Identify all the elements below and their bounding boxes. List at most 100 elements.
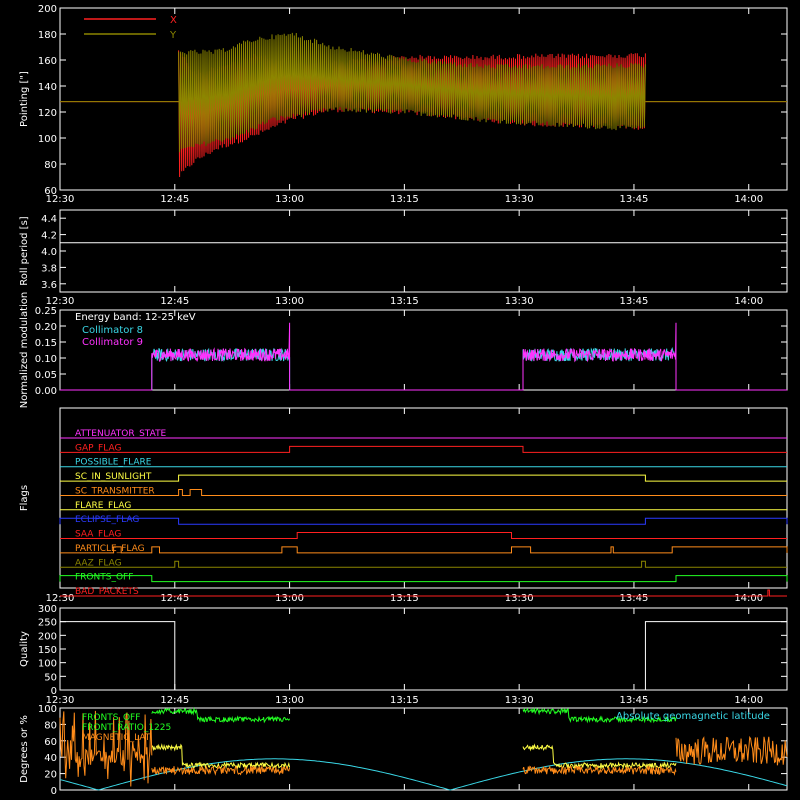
y-tick-label: 0.20 [35, 322, 57, 333]
series-magnetic-lat-noise [59, 710, 788, 787]
flag-label: ATTENUATOR_STATE [75, 429, 167, 439]
x-tick-label: 13:00 [275, 593, 304, 604]
flag-label: FLARE_FLAG [75, 501, 131, 511]
flag-label: SC_IN_SUNLIGHT [75, 472, 152, 482]
x-tick-label: 13:15 [390, 296, 419, 307]
panel-frame [59, 707, 788, 791]
x-tick-label: 12:30 [46, 593, 75, 604]
y-axis-label: Flags [19, 485, 30, 511]
x-tick-label: 13:45 [620, 593, 649, 604]
y-tick-label: 180 [38, 30, 57, 41]
x-tick-label: 13:45 [620, 695, 649, 706]
panel-roll: 12:30 12:45 13:00 13:15 13:30 13:45 14:00 3.6 3.… [19, 209, 788, 307]
y-axis-label: Normalized modulation [19, 292, 30, 409]
panel-pointing: 12:30 12:45 13:00 13:15 13:30 13:45 14:00 60 80 1… [19, 4, 788, 205]
flag-label: ECLIPSE_FLAG [75, 515, 139, 525]
x-tick-label: 12:30 [46, 695, 75, 706]
flag-line-gap_flag [60, 445, 787, 453]
x-tick-label: 13:30 [505, 593, 534, 604]
panel-frame [59, 7, 788, 191]
y-tick-label: 120 [38, 108, 57, 119]
series-Collimator 9 [60, 322, 787, 391]
x-tick-label: 13:00 [275, 194, 304, 205]
x-tick-label: 12:30 [46, 296, 75, 307]
y-tick-label: 100 [38, 134, 57, 145]
x-tick-label: 13:45 [620, 296, 649, 307]
x-tick-label: 12:45 [160, 695, 189, 706]
flag-label: POSSIBLE_FLARE [75, 458, 152, 468]
x-tick-label: 13:00 [275, 296, 304, 307]
panel-modulation: 0.00 0.05 0.10 0.15 0.20 0.25 Normalized modul… [19, 292, 788, 409]
legend-label: X [170, 15, 177, 26]
y-tick-label: 60 [44, 737, 57, 748]
y-tick-label: 100 [38, 704, 57, 715]
y-tick-label: 4.4 [41, 214, 57, 225]
series-Y [178, 32, 646, 153]
flag-line-eclipse_flag [59, 517, 788, 525]
flag-line-particle_flag [60, 546, 788, 554]
y-tick-label: 250 [38, 618, 57, 629]
panel-geomag: 0 20 40 60 80 100 Degrees or % FRONTS_OFFFRONT_… [19, 704, 788, 797]
y-tick-label: 0 [51, 686, 57, 697]
legend-label: Collimator 8 [82, 325, 143, 336]
y-tick-label: 50 [44, 672, 57, 683]
y-tick-label: 80 [44, 720, 57, 731]
flag-label: PARTICLE_FLAG [75, 544, 145, 554]
y-tick-label: 0.10 [35, 354, 57, 365]
x-tick-label: 13:30 [505, 695, 534, 706]
y-tick-label: 3.8 [41, 263, 57, 274]
y-tick-label: 0.25 [35, 306, 57, 317]
y-tick-label: 0.05 [35, 370, 57, 381]
y-axis-label: Quality [19, 631, 30, 667]
y-axis-label: Roll period [s] [19, 216, 30, 285]
y-tick-label: 100 [38, 659, 57, 670]
flag-label: SAA_FLAG [75, 530, 121, 540]
x-tick-label: 13:15 [390, 194, 419, 205]
geomag-latitude-label: Absolute geomagnetic latitude [616, 711, 770, 722]
legend-label: FRONT_RATIO_1225 [82, 723, 171, 733]
x-tick-label: 13:15 [390, 593, 419, 604]
y-tick-label: 4.0 [41, 247, 57, 258]
y-tick-label: 160 [38, 56, 57, 67]
flag-label: FRONTS_OFF [75, 573, 133, 583]
y-tick-label: 0.00 [35, 386, 57, 397]
panel-frame [59, 407, 788, 589]
flag-label: BAD_PACKETS [75, 587, 139, 597]
y-tick-label: 4.2 [41, 231, 57, 242]
y-tick-label: 200 [38, 4, 57, 15]
x-tick-label: 14:00 [734, 194, 763, 205]
series-front-ratio [151, 743, 677, 770]
legend-label: MAGNETIC_LAT [82, 733, 151, 743]
x-tick-label: 13:30 [505, 194, 534, 205]
legend-label: Collimator 9 [82, 337, 143, 348]
y-tick-label: 300 [38, 604, 57, 615]
x-tick-label: 12:45 [160, 296, 189, 307]
x-tick-label: 13:00 [275, 695, 304, 706]
y-tick-label: 140 [38, 82, 57, 93]
y-axis-label: Pointing ["] [19, 71, 30, 127]
flag-line-saa_flag [60, 532, 787, 539]
x-tick-label: 13:30 [505, 296, 534, 307]
y-tick-label: 60 [44, 186, 57, 197]
flag-line-sc_transmitter [60, 489, 787, 496]
x-tick-label: 12:45 [160, 194, 189, 205]
x-tick-label: 12:45 [160, 593, 189, 604]
y-tick-label: 200 [38, 631, 57, 642]
energy-band-label: Energy band: 12-25 keV [75, 312, 196, 323]
flag-label: GAP_FLAG [75, 443, 121, 453]
y-axis-label: Degrees or % [19, 715, 30, 783]
y-tick-label: 0.15 [35, 338, 57, 349]
legend-label: Y [169, 30, 177, 41]
panel-flags: 12:30 12:45 13:00 13:15 13:30 13:45 14:00 Flags… [19, 407, 788, 604]
series-quality [60, 621, 787, 691]
x-tick-label: 13:45 [620, 194, 649, 205]
x-tick-label: 14:00 [734, 296, 763, 307]
flag-label: SC_TRANSMITTER [75, 486, 155, 496]
y-tick-label: 0 [51, 786, 57, 797]
y-tick-label: 3.6 [41, 280, 57, 291]
x-tick-label: 14:00 [734, 695, 763, 706]
flag-line-sc_in_sunlight [60, 474, 787, 482]
x-tick-label: 13:15 [390, 695, 419, 706]
flag-line-aaz_flag [60, 560, 787, 568]
